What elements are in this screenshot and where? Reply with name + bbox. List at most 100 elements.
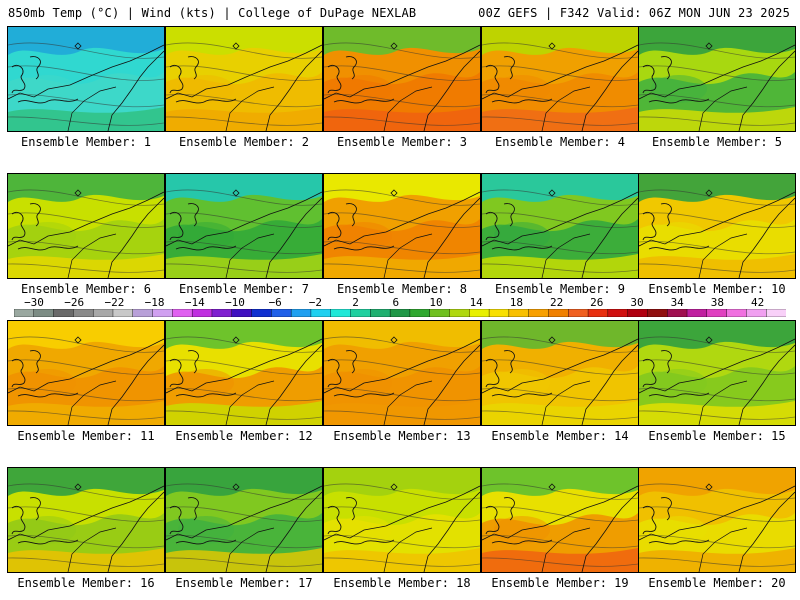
color-scale-swatch [290,309,312,317]
member-label: Ensemble Member: 16 [17,576,155,590]
temperature-field-map [166,321,322,425]
map-title: 850mb Temp (°C) | Wind (kts) | College o… [8,6,417,20]
map-panel-member-7 [165,173,323,279]
color-scale-swatch [370,309,391,317]
temperature-field-map [8,174,164,278]
member-label: Ensemble Member: 17 [175,576,313,590]
color-scale-label: −14 [184,296,205,309]
color-scale-swatch [271,309,292,317]
map-panel-member-1 [7,26,165,132]
color-scale-label: 10 [429,296,443,309]
member-label: Ensemble Member: 10 [648,282,786,296]
color-scale-label: 34 [670,296,684,309]
temperature-field-map [8,468,164,572]
member-label: Ensemble Member: 9 [494,282,626,296]
color-scale-swatch [746,309,767,317]
member-label: Ensemble Member: 12 [175,429,313,443]
map-panel-member-2 [165,26,323,132]
color-scale-swatch [469,309,490,317]
member-label: Ensemble Member: 11 [17,429,155,443]
color-scale-swatch [726,309,747,317]
color-scale-swatch [706,309,728,317]
map-panel-member-5 [638,26,796,132]
temperature-field-map [639,468,795,572]
color-scale-swatch [528,309,549,317]
member-label: Ensemble Member: 4 [494,135,626,149]
temperature-field-map [639,321,795,425]
map-panel-member-20 [638,467,796,573]
color-scale-swatch [350,309,371,317]
member-label: Ensemble Member: 13 [333,429,471,443]
map-panel-member-18 [323,467,481,573]
color-scale-swatch [766,309,786,317]
color-scale-swatch [449,309,470,317]
member-label: Ensemble Member: 6 [20,282,152,296]
temperature-field-map [8,27,164,131]
color-scale-label: 38 [710,296,725,309]
color-scale-swatch [152,309,173,317]
map-panel-member-10 [638,173,796,279]
map-panel-member-4 [481,26,639,132]
map-panel-member-11 [7,320,165,426]
color-scale-swatch [627,309,648,317]
color-scale-swatch [647,309,668,317]
color-scale-swatch [112,309,134,317]
color-scale-swatch [33,309,55,317]
color-scale-swatch [429,309,450,317]
map-panel-member-14 [481,320,639,426]
color-scale-label: −26 [64,296,85,309]
member-label: Ensemble Member: 2 [178,135,310,149]
color-scale-swatch [73,309,94,317]
color-scale-swatch [191,309,213,317]
map-panel-member-15 [638,320,796,426]
member-label: Ensemble Member: 20 [648,576,786,590]
model-run-info: 00Z GEFS | F342 Valid: 06Z MON JUN 23 20… [478,6,790,20]
member-label: Ensemble Member: 5 [651,135,783,149]
color-scale-label: 26 [590,296,604,309]
map-panel-member-9 [481,173,639,279]
member-label: Ensemble Member: 15 [648,429,786,443]
member-label: Ensemble Member: 8 [336,282,468,296]
color-scale-label: 22 [549,296,564,309]
color-scale-swatch [53,309,74,317]
map-panel-member-6 [7,173,165,279]
color-scale-label: −2 [308,296,323,309]
color-scale-swatch [389,309,411,317]
map-panel-member-13 [323,320,481,426]
temperature-color-scale [14,309,786,317]
member-label: Ensemble Member: 1 [20,135,152,149]
color-scale-swatch [251,309,272,317]
color-scale-label: 18 [509,296,524,309]
map-panel-member-8 [323,173,481,279]
temperature-field-map [324,468,480,572]
color-scale-swatch [132,309,154,317]
color-scale-label: 6 [392,296,400,309]
color-scale-label: −6 [268,296,282,309]
color-scale-swatch [508,309,530,317]
color-scale-swatch [667,309,688,317]
color-scale-swatch [409,309,431,317]
map-panel-member-12 [165,320,323,426]
member-label: Ensemble Member: 14 [491,429,629,443]
color-scale-swatch [587,309,609,317]
color-scale-swatch [14,309,35,317]
map-panel-member-16 [7,467,165,573]
temperature-field-map [166,468,322,572]
color-scale-swatch [231,309,253,317]
color-scale-swatch [310,309,332,317]
temperature-field-map [482,27,638,131]
map-panel-member-17 [165,467,323,573]
color-scale-swatch [172,309,193,317]
temperature-field-map [166,27,322,131]
color-scale-swatch [92,309,114,317]
temperature-field-map [639,27,795,131]
color-scale-label: 30 [630,296,644,309]
color-scale-label: 2 [352,296,359,309]
temperature-field-map [324,27,480,131]
color-scale-label: 42 [750,296,765,309]
color-scale-swatch [686,309,708,317]
member-label: Ensemble Member: 3 [336,135,468,149]
color-scale-swatch [548,309,569,317]
temperature-field-map [482,321,638,425]
temperature-field-map [482,468,638,572]
